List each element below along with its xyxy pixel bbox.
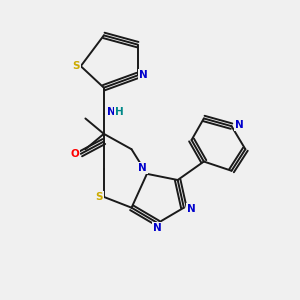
Text: H: H xyxy=(115,107,124,117)
Text: N: N xyxy=(187,204,196,214)
Text: N: N xyxy=(140,70,148,80)
Text: N: N xyxy=(107,107,116,117)
Text: N: N xyxy=(138,163,147,173)
Text: O: O xyxy=(70,149,79,159)
Text: S: S xyxy=(95,192,103,202)
Text: S: S xyxy=(72,61,80,71)
Text: N: N xyxy=(235,120,244,130)
Text: N: N xyxy=(153,223,162,233)
